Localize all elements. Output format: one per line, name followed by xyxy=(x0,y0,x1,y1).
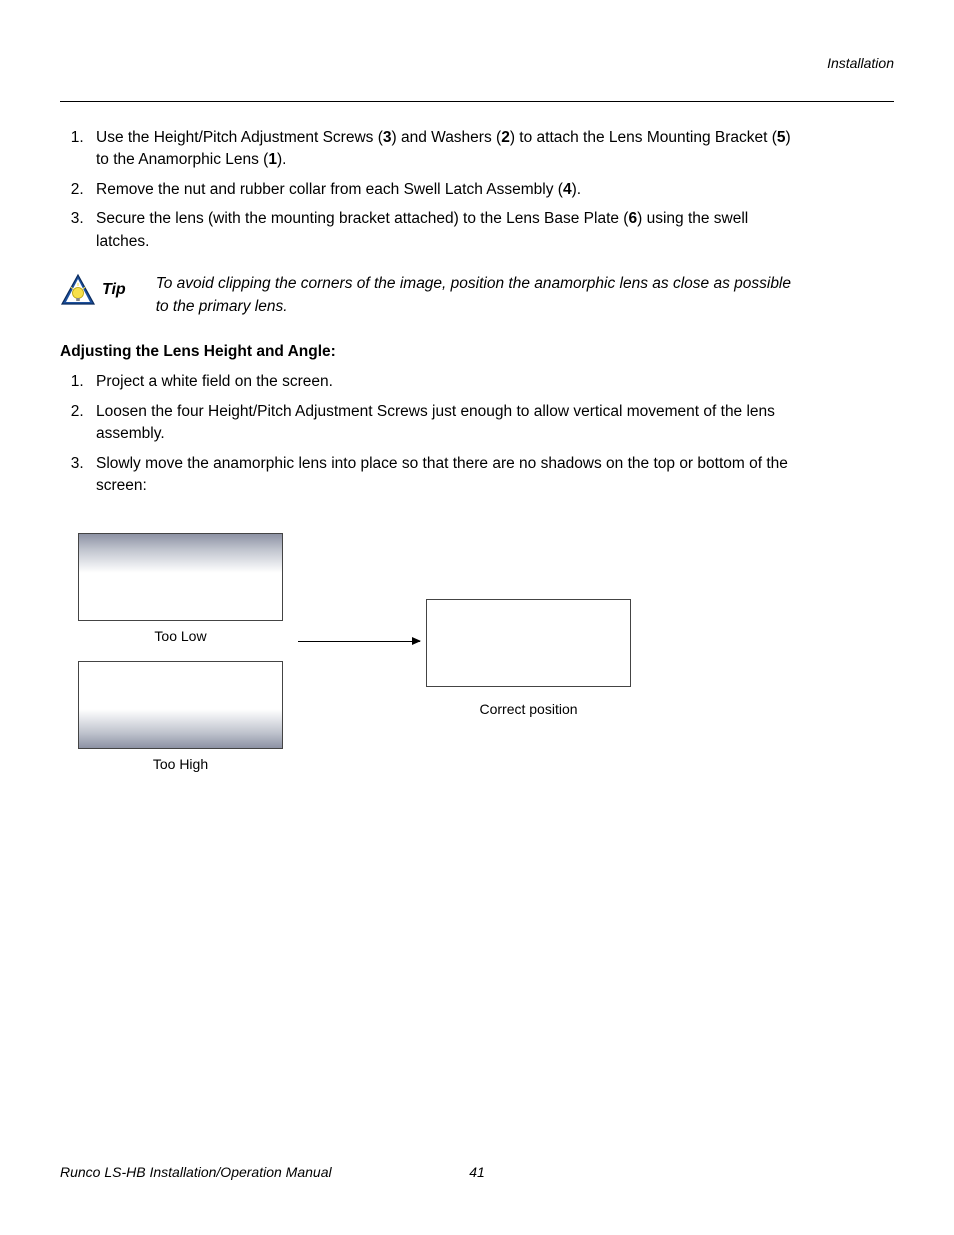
tip-block: Tip To avoid clipping the corners of the… xyxy=(60,273,894,318)
list-item: Project a white field on the screen. xyxy=(88,371,894,393)
list-item: Slowly move the anamorphic lens into pla… xyxy=(88,453,894,498)
text: Remove the nut and rubber collar from ea… xyxy=(96,181,563,198)
ref-num: 2 xyxy=(501,129,510,146)
ref-num: 1 xyxy=(268,151,277,168)
ref-num: 6 xyxy=(628,210,637,227)
list-item: Secure the lens (with the mounting brack… xyxy=(88,208,894,253)
list-item: Loosen the four Height/Pitch Adjustment … xyxy=(88,401,894,446)
ref-num: 3 xyxy=(383,129,392,146)
footer-page-number: 41 xyxy=(469,1164,485,1180)
list-item: Remove the nut and rubber collar from ea… xyxy=(88,179,894,201)
list-item: Use the Height/Pitch Adjustment Screws (… xyxy=(88,127,894,172)
header-rule xyxy=(60,101,894,102)
ref-num: 5 xyxy=(777,129,786,146)
header-section: Installation xyxy=(60,55,894,71)
tip-text: To avoid clipping the corners of the ima… xyxy=(156,273,804,318)
lens-position-diagram: Too Low Too High Correct position xyxy=(60,533,894,793)
arrow-icon xyxy=(298,641,420,642)
screen-correct xyxy=(426,599,631,687)
footer: Runco LS-HB Installation/Operation Manua… xyxy=(60,1164,894,1180)
tip-icon-wrap: Tip xyxy=(60,273,126,307)
text: ) and Washers ( xyxy=(392,129,502,146)
adjust-lens-list: Project a white field on the screen. Loo… xyxy=(60,371,894,497)
text: ). xyxy=(572,181,581,198)
tip-triangle-icon xyxy=(60,273,96,307)
screen-too-low xyxy=(78,533,283,621)
caption-too-high: Too High xyxy=(78,756,283,772)
attach-lens-list: Use the Height/Pitch Adjustment Screws (… xyxy=(60,127,894,253)
screen-too-high xyxy=(78,661,283,749)
text: Use the Height/Pitch Adjustment Screws ( xyxy=(96,129,383,146)
subheading: Adjusting the Lens Height and Angle: xyxy=(60,343,894,361)
footer-title: Runco LS-HB Installation/Operation Manua… xyxy=(60,1164,332,1180)
caption-too-low: Too Low xyxy=(78,628,283,644)
tip-label: Tip xyxy=(102,281,126,299)
text: ) to attach the Lens Mounting Bracket ( xyxy=(510,129,777,146)
text: ). xyxy=(277,151,286,168)
ref-num: 4 xyxy=(563,181,572,198)
text: Secure the lens (with the mounting brack… xyxy=(96,210,628,227)
caption-correct: Correct position xyxy=(426,701,631,717)
